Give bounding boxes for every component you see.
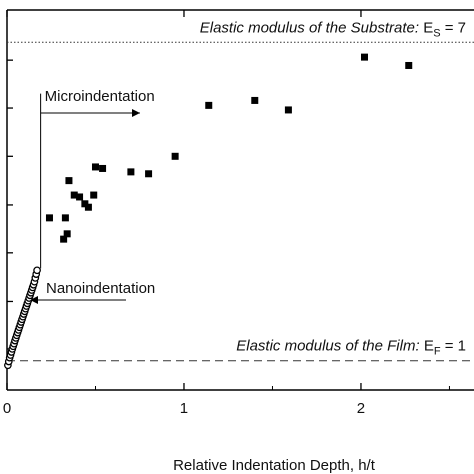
data-points <box>4 53 413 370</box>
square-data-point <box>171 152 179 160</box>
x-tick-label: 2 <box>357 400 365 417</box>
square-data-point <box>361 53 369 61</box>
square-data-point <box>284 106 292 114</box>
plot-frame <box>6 9 474 391</box>
microindentation-arrowhead <box>132 109 140 117</box>
substrate-reference-label: Elastic modulus of the Substrate: ES = 7 <box>200 19 466 39</box>
square-data-point <box>61 214 69 222</box>
square-data-point <box>127 168 135 176</box>
nanoindentation-arrowhead <box>30 296 38 304</box>
microindentation-label: Microindentation <box>45 88 155 105</box>
square-data-point <box>81 200 89 208</box>
x-ticks: 0 1 2 <box>3 10 450 417</box>
square-data-point <box>99 164 107 172</box>
square-data-point <box>63 230 71 238</box>
x-axis-title: Relative Indentation Depth, h/t <box>173 457 376 474</box>
square-data-point <box>145 170 153 178</box>
square-data-point <box>70 191 78 199</box>
annotations: Microindentation Nanoindentation <box>30 88 155 304</box>
square-data-point <box>90 191 98 199</box>
nanoindentation-label: Nanoindentation <box>46 280 155 297</box>
circle-data-point <box>33 266 41 275</box>
film-reference-label: Elastic modulus of the Film: EF = 1 <box>236 338 466 358</box>
square-data-point <box>45 214 53 222</box>
square-data-point <box>205 101 213 109</box>
x-tick-label: 0 <box>3 400 11 417</box>
square-data-point <box>405 61 413 69</box>
square-data-point <box>251 96 259 104</box>
square-data-point <box>84 203 92 211</box>
reference-lines: Elastic modulus of the Substrate: ES = 7… <box>7 19 474 362</box>
square-data-point <box>65 177 73 185</box>
square-data-point <box>60 235 68 243</box>
square-data-point <box>91 163 99 171</box>
square-data-point <box>76 193 84 201</box>
x-tick-label: 1 <box>180 400 188 417</box>
